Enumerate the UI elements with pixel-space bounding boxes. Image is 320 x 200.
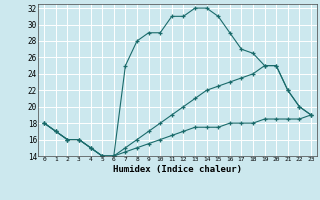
X-axis label: Humidex (Indice chaleur): Humidex (Indice chaleur) <box>113 165 242 174</box>
